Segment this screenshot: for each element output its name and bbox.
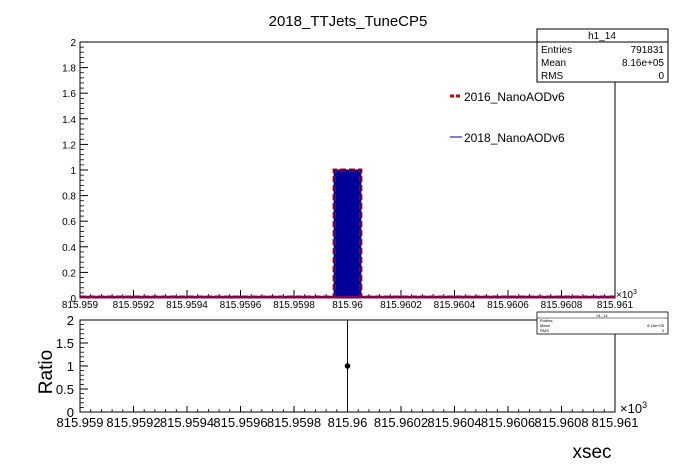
top-y-tick-label: 0.8 (62, 192, 76, 203)
bottom-y-tick-label: 0 (67, 405, 74, 420)
stats-mean-label: Mean (541, 58, 566, 69)
top-x-tick-label: 815.961 (597, 300, 634, 311)
bottom-x-tick-label: 815.9606 (481, 415, 535, 430)
bottom-x-tick-label: 815.9608 (534, 415, 588, 430)
bottom-x-tick-label: 815.9598 (267, 415, 321, 430)
top-y-tick-label: 1.6 (62, 89, 76, 100)
bottom-x-exponent: ×103 (620, 400, 647, 416)
bottom-y-axis: 0 0.5 1 1.5 2 (56, 313, 88, 420)
top-x-tick-label: 815.9596 (220, 300, 262, 311)
stats-rms-label: RMS (541, 71, 564, 82)
legend-label-2018: 2018_NanoAODv6 (464, 131, 565, 145)
top-series-layer (80, 168, 615, 299)
stats-box: h1_14 Entries 791831 Mean 8.16e+05 RMS 0 (536, 28, 669, 83)
bottom-x-tick-label: 815.9592 (106, 415, 160, 430)
top-x-tick-label: 815.9594 (166, 300, 208, 311)
top-y-tick-label: 1.2 (62, 140, 76, 151)
top-y-axis: 0 0.2 0.4 0.6 0.8 1 1.2 1.4 1.6 1.8 2 (62, 38, 88, 305)
stats-mean-value: 8.16e+05 (622, 58, 664, 69)
top-y-tick-label: 1 (70, 166, 76, 177)
top-y-tick-label: 1.8 (62, 64, 76, 75)
mini-stats-box-frame (536, 311, 669, 335)
top-x-tick-label: 815.9606 (487, 300, 529, 311)
top-y-tick-label: 1.4 (62, 115, 76, 126)
bottom-x-tick-label: 815.96 (328, 415, 368, 430)
stats-box-name: h1_14 (588, 31, 616, 42)
mini-stats-entries-label: Entries (540, 318, 552, 323)
bottom-x-tick-label: 815.9594 (160, 415, 214, 430)
ratio-point (344, 363, 351, 369)
bottom-series-layer (344, 320, 351, 412)
bottom-x-tick-label: 815.9604 (427, 415, 481, 430)
bottom-x-axis: 815.959 815.9592 815.9594 815.9596 815.9598 8… (57, 406, 639, 430)
mini-stats-rms-label: RMS (540, 328, 549, 333)
mini-stats-mean-label: Mean (540, 323, 550, 328)
top-x-tick-label: 815.9608 (541, 300, 583, 311)
bottom-x-axis-label: xsec (572, 442, 611, 463)
stats-entries-label: Entries (541, 45, 572, 56)
mini-stats-rms-value: 0 (662, 328, 665, 333)
top-y-tick-label: 0 (70, 294, 76, 305)
bin-fill-2018 (334, 170, 361, 298)
top-x-tick-label: 815.96 (332, 300, 363, 311)
bottom-y-axis-label: Ratio (36, 350, 57, 394)
legend: 2016_NanoAODv6 2018_NanoAODv6 (450, 90, 565, 145)
bottom-x-tick-label: 815.9596 (213, 415, 267, 430)
bottom-x-tick-label: 815.961 (592, 415, 639, 430)
top-y-tick-label: 2 (70, 38, 76, 49)
top-x-tick-label: 815.9604 (434, 300, 476, 311)
stats-box-frame (536, 28, 669, 83)
top-x-tick-label: 815.9602 (380, 300, 422, 311)
top-y-tick-label: 0.2 (62, 268, 76, 279)
mini-stats-box: h1_14 Entries Mean 8.16e+05 RMS 0 (536, 311, 669, 335)
top-x-exponent: ×103 (616, 289, 637, 301)
mini-stats-mean-value: 8.16e+05 (647, 323, 665, 328)
bottom-y-tick-label: 1.5 (56, 336, 74, 351)
top-x-tick-label: 815.9592 (113, 300, 155, 311)
top-x-tick-label: 815.959 (62, 300, 99, 311)
bottom-y-tick-label: 0.5 (56, 382, 74, 397)
top-x-tick-label: 815.9598 (273, 300, 315, 311)
top-y-tick-label: 0.6 (62, 217, 76, 228)
bottom-y-tick-label: 2 (67, 313, 74, 328)
stats-rms-value: 0 (658, 71, 664, 82)
bottom-x-tick-label: 815.959 (57, 415, 104, 430)
stats-entries-value: 791831 (631, 45, 665, 56)
mini-stats-name: h1_14 (596, 313, 608, 318)
bottom-x-tick-label: 815.9602 (374, 415, 428, 430)
bottom-y-tick-label: 1 (67, 359, 74, 374)
top-y-tick-label: 0.4 (62, 243, 76, 254)
top-x-axis: 815.959 815.9592 815.9594 815.9596 815.9598 8… (62, 290, 634, 311)
plot-title: 2018_TTJets_TuneCP5 (269, 13, 428, 30)
legend-label-2016: 2016_NanoAODv6 (464, 90, 565, 104)
